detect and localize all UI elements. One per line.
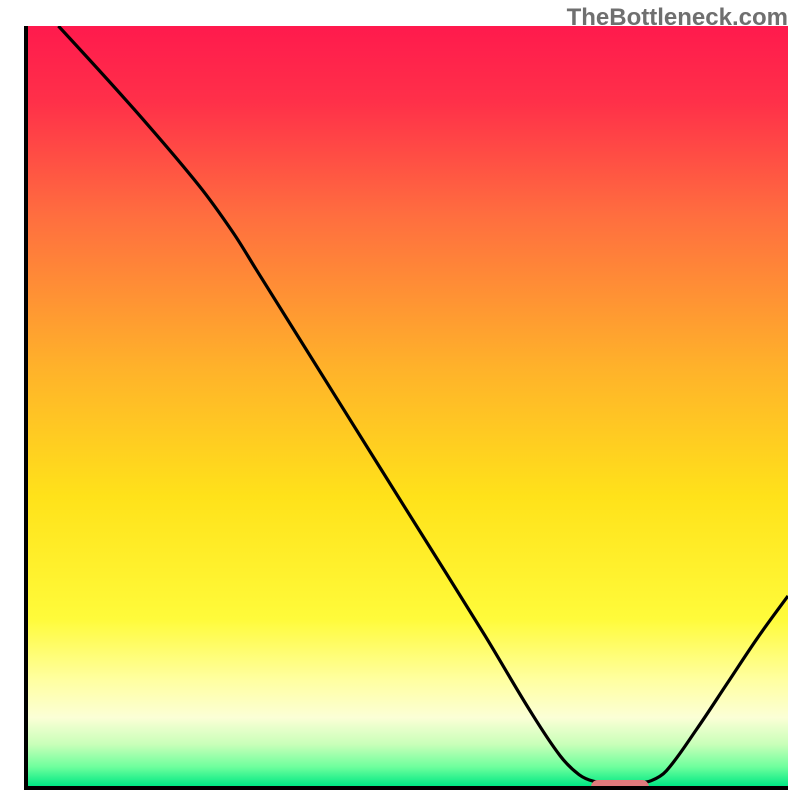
bottleneck-curve [28, 26, 788, 786]
plot-area [24, 26, 788, 790]
optimal-marker [591, 780, 648, 790]
